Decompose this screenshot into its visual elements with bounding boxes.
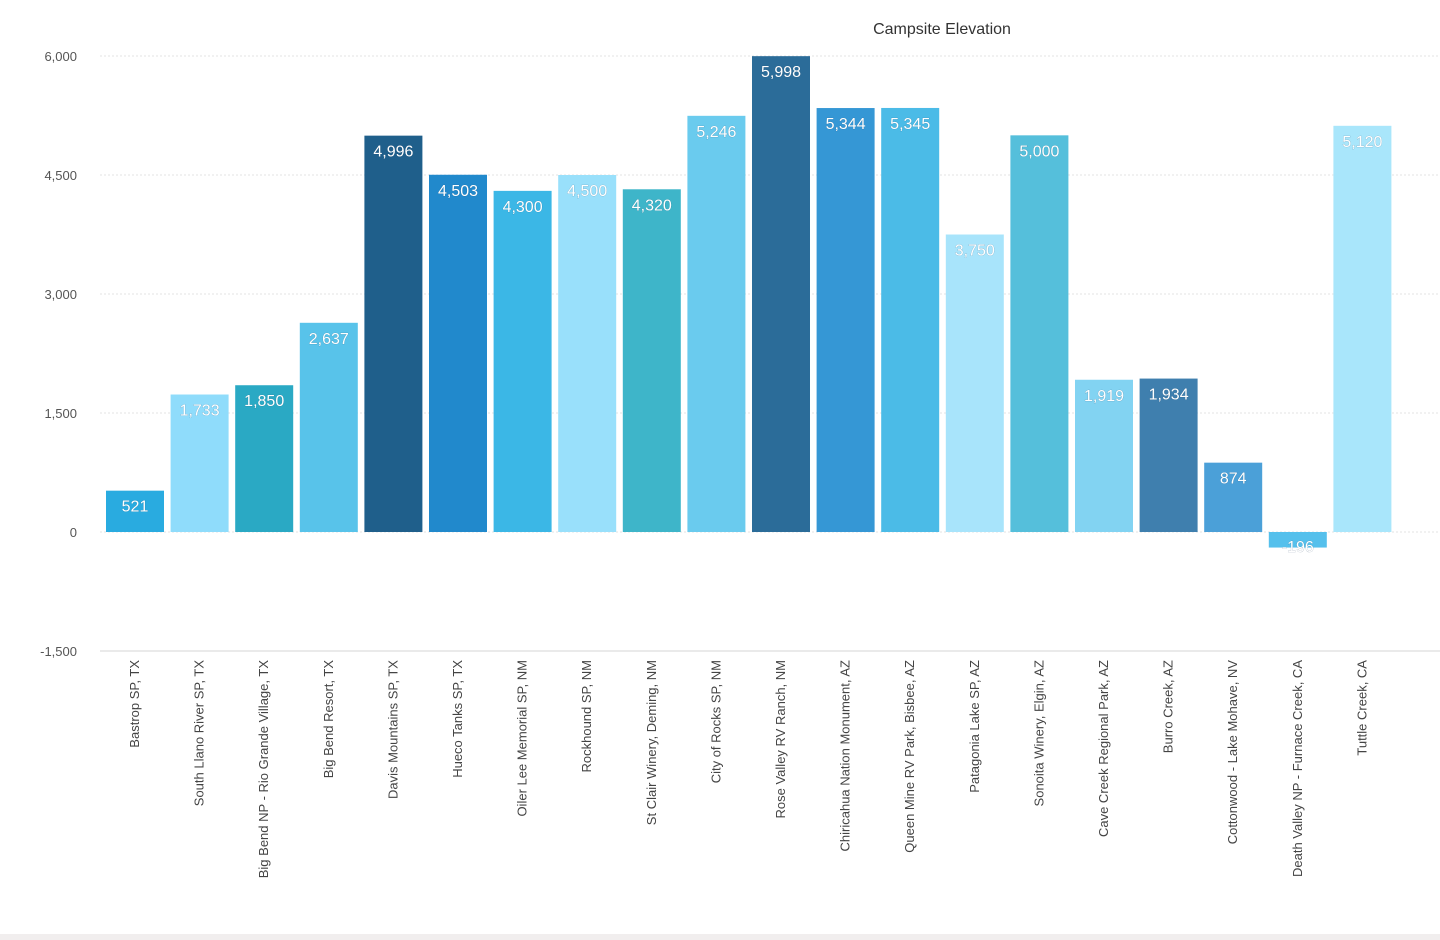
bar <box>429 174 487 532</box>
x-tick-label: Big Bend NP - Rio Grande Village, TX <box>256 660 271 879</box>
x-tick-label: Bastrop SP, TX <box>127 660 142 748</box>
bar <box>816 108 875 532</box>
value-label: 1,919 <box>1084 388 1124 405</box>
bar <box>299 322 358 532</box>
x-tick-label: Cave Creek Regional Park, AZ <box>1096 660 1111 837</box>
value-label: 5,344 <box>826 116 866 133</box>
value-label: 521 <box>122 499 149 516</box>
bar <box>622 189 681 532</box>
value-label: 5,246 <box>696 124 736 141</box>
x-tick-label: Sonoita Winery, Elgin, AZ <box>1031 660 1046 806</box>
bar <box>1139 378 1198 532</box>
bar <box>558 175 617 532</box>
value-label: 4,503 <box>438 183 478 200</box>
x-tick-label: Cottonwood - Lake Mohave, NV <box>1225 660 1240 845</box>
value-label: 4,320 <box>632 197 672 214</box>
x-tick-label: South Llano River SP, TX <box>192 660 207 807</box>
bar <box>493 190 552 532</box>
bar <box>1204 462 1263 532</box>
value-label: 5,120 <box>1342 134 1382 151</box>
bars <box>106 56 1392 548</box>
bottom-divider <box>0 934 1440 940</box>
x-axis: Bastrop SP, TX South Llano River SP, TX Bi… <box>127 660 1369 879</box>
value-label: 5,345 <box>890 116 930 133</box>
value-label: 874 <box>1220 471 1247 488</box>
x-tick-label: Tuttle Creek, CA <box>1354 660 1369 756</box>
bar <box>945 234 1004 532</box>
x-tick-label: Davis Mountains SP, TX <box>385 660 400 799</box>
x-tick-label: Burro Creek, AZ <box>1161 660 1176 753</box>
value-label: 3,750 <box>955 243 995 260</box>
x-tick-label: St Clair Winery, Deming, NM <box>644 660 659 825</box>
x-tick-label: Death Valley NP - Furnace Creek, CA <box>1290 660 1305 877</box>
y-tick-label: 4,500 <box>44 168 77 183</box>
value-label: 4,300 <box>503 199 543 216</box>
x-tick-label: Patagonia Lake SP, AZ <box>967 660 982 793</box>
x-tick-label: City of Rocks SP, NM <box>708 660 723 783</box>
chart-title: Campsite Elevation <box>873 21 1011 38</box>
value-label: 4,996 <box>373 144 413 161</box>
y-axis: -1,500 0 1,500 3,000 4,500 6,000 <box>40 49 77 659</box>
y-tick-label: 6,000 <box>44 49 77 64</box>
bar <box>106 490 164 532</box>
x-tick-label: Oiler Lee Memorial SP, NM <box>515 660 530 817</box>
bar <box>881 107 940 533</box>
value-label: 5,000 <box>1019 143 1059 160</box>
value-label: 4,500 <box>567 183 607 200</box>
value-label: 1,934 <box>1149 387 1189 404</box>
x-tick-label: Rockhound SP, NM <box>579 660 594 773</box>
bar <box>364 135 423 532</box>
bar <box>170 394 229 532</box>
bar <box>752 56 810 533</box>
bar <box>1075 379 1133 532</box>
value-label: -196 <box>1282 539 1314 556</box>
x-tick-label: Chiricahua Nation Monument, AZ <box>838 660 853 852</box>
value-labels: 521 1,733 1,850 2,637 4,996 4,503 4,300 4,500 4,… <box>121 64 1382 556</box>
value-label: 1,733 <box>180 403 220 420</box>
value-label: 5,998 <box>761 64 801 81</box>
value-label: 2,637 <box>309 331 349 348</box>
bar <box>1268 532 1327 548</box>
bar <box>687 115 746 533</box>
bar <box>235 385 294 532</box>
x-tick-label: Queen Mine RV Park, Bisbee, AZ <box>902 660 917 853</box>
x-tick-label: Hueco Tanks SP, TX <box>450 660 465 778</box>
y-tick-label: 0 <box>70 525 77 540</box>
value-label: 1,850 <box>244 393 284 410</box>
bar <box>1333 125 1392 533</box>
y-tick-label: -1,500 <box>40 644 77 659</box>
x-tick-label: Rose Valley RV Ranch, NM <box>773 660 788 818</box>
y-tick-label: 1,500 <box>44 406 77 421</box>
y-tick-label: 3,000 <box>44 287 77 302</box>
x-tick-label: Big Bend Resort, TX <box>321 660 336 779</box>
bar <box>1010 135 1069 533</box>
